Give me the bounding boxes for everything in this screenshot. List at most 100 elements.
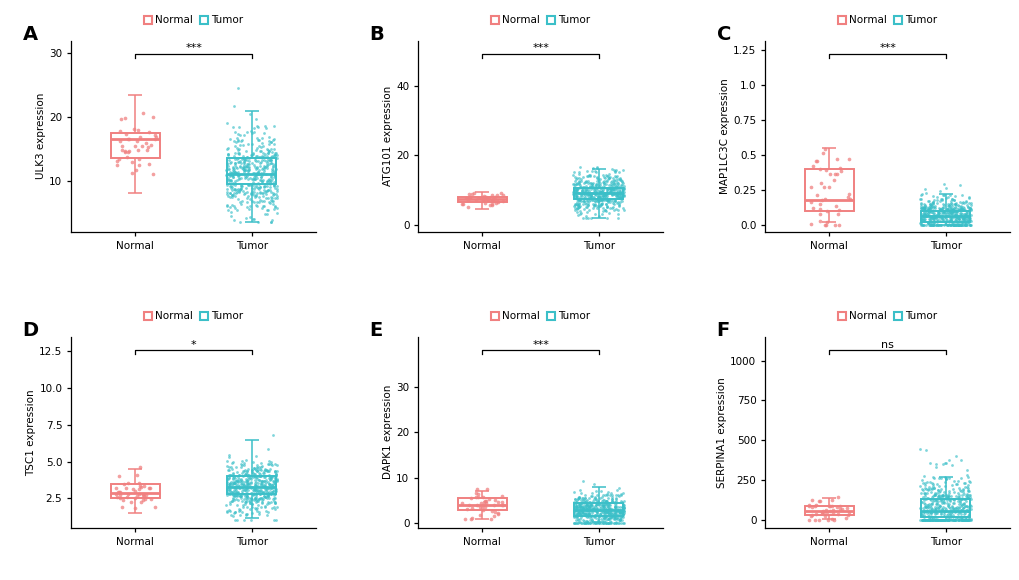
Point [926, 202, 943, 211]
Point [463, 514, 479, 523]
Point [222, 181, 238, 190]
Point [602, 184, 619, 194]
Point [605, 512, 622, 521]
Point [582, 190, 598, 200]
Point [612, 496, 629, 505]
Point [247, 481, 263, 490]
Point [568, 179, 584, 188]
Point [606, 512, 623, 521]
Point [244, 197, 260, 206]
Point [955, 515, 971, 524]
Point [266, 499, 282, 508]
Point [949, 213, 965, 223]
Point [922, 509, 938, 518]
Point [267, 172, 283, 181]
Point [590, 211, 606, 220]
Point [609, 490, 626, 499]
Point [587, 500, 603, 509]
Point [220, 474, 236, 483]
Point [927, 193, 944, 202]
Point [615, 183, 632, 193]
Point [254, 188, 270, 197]
Point [917, 485, 933, 494]
Point [605, 189, 622, 198]
Point [925, 218, 942, 227]
Point [946, 515, 962, 524]
Point [954, 204, 970, 213]
Point [934, 490, 951, 499]
Point [595, 191, 611, 200]
Point [926, 515, 943, 524]
Point [578, 189, 594, 198]
Point [609, 179, 626, 188]
Point [941, 488, 957, 498]
Point [947, 206, 963, 215]
Point [950, 488, 966, 498]
Point [948, 207, 964, 216]
Point [936, 490, 953, 499]
Point [946, 215, 962, 224]
Point [226, 185, 243, 194]
Point [921, 200, 937, 209]
Point [573, 506, 589, 515]
Point [931, 515, 948, 524]
Point [579, 499, 595, 509]
Point [569, 184, 585, 194]
Point [605, 178, 622, 187]
Point [944, 515, 960, 524]
Point [960, 211, 976, 220]
Point [221, 487, 237, 496]
Point [916, 212, 932, 221]
Point [597, 508, 613, 517]
Point [117, 114, 133, 123]
Point [594, 191, 610, 201]
Point [263, 497, 279, 506]
Point [808, 157, 824, 166]
Point [947, 212, 963, 222]
Point [227, 481, 244, 490]
Point [600, 519, 616, 528]
Point [954, 213, 970, 223]
Point [952, 216, 968, 226]
Y-axis label: MAP1LC3C expression: MAP1LC3C expression [719, 78, 730, 194]
Point [931, 197, 948, 206]
Point [240, 174, 257, 183]
Point [572, 196, 588, 205]
Point [600, 173, 616, 183]
Point [933, 515, 950, 524]
Point [916, 491, 932, 501]
Point [925, 513, 942, 523]
Point [603, 189, 620, 198]
Point [613, 504, 630, 513]
Point [573, 508, 589, 517]
Point [249, 162, 265, 172]
Point [943, 209, 959, 219]
Point [588, 191, 604, 200]
Point [590, 500, 606, 509]
Point [245, 489, 261, 498]
Point [239, 192, 256, 201]
Point [227, 473, 244, 483]
Point [252, 470, 268, 479]
Point [254, 171, 270, 180]
Point [119, 490, 136, 499]
Point [219, 164, 235, 173]
Point [927, 505, 944, 514]
Point [114, 502, 130, 512]
Point [593, 195, 609, 204]
Point [932, 216, 949, 226]
Point [913, 220, 929, 229]
Point [263, 137, 279, 147]
Point [823, 495, 840, 505]
Point [246, 215, 262, 224]
Point [922, 502, 938, 512]
Point [579, 200, 595, 209]
Point [942, 206, 958, 215]
Point [803, 503, 819, 512]
Point [223, 168, 239, 177]
Point [268, 154, 284, 163]
Point [255, 473, 271, 482]
Point [594, 492, 610, 501]
Point [248, 164, 264, 173]
Point [577, 501, 593, 510]
